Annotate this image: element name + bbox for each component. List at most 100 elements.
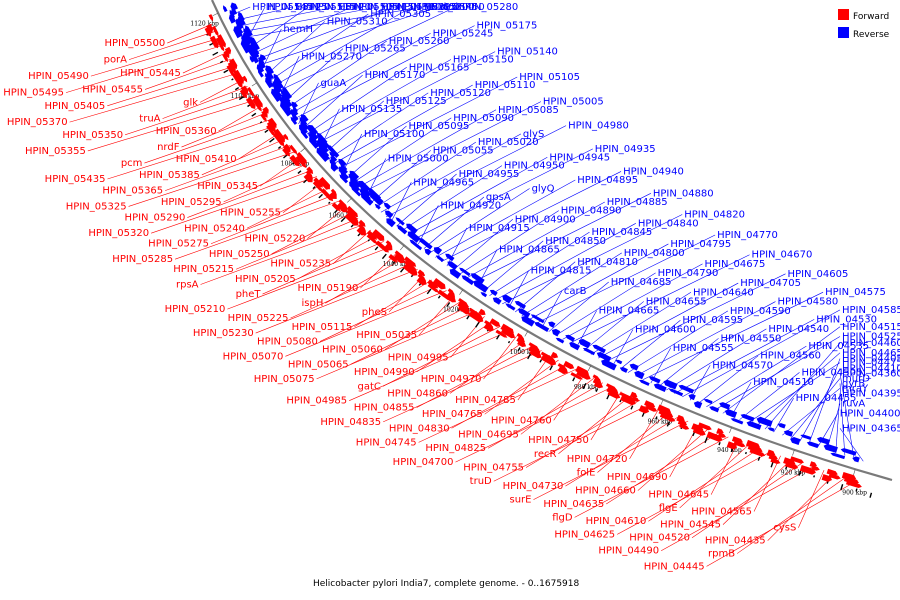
reverse-gene-arrow (281, 94, 293, 108)
reverse-gene-arrow (459, 267, 471, 277)
forward-gene-arrow (606, 383, 617, 390)
label-leader-line (590, 292, 692, 355)
kbp-tick-label: 1060 kbp (329, 212, 358, 219)
label-leader-line (290, 33, 431, 114)
label-leader-line (451, 364, 568, 429)
reverse-gene-label: HPIN_04945 (549, 152, 610, 163)
forward-gene-arrow (346, 205, 358, 218)
kbp-tick (729, 427, 732, 434)
label-leader-line (90, 37, 220, 77)
label-leader-line (290, 263, 411, 319)
gc-dot (426, 288, 432, 295)
reverse-gene-arrow (291, 101, 298, 109)
reverse-gene-label: HPIN_05450 (424, 2, 485, 13)
reverse-gene-arrow (663, 379, 678, 390)
forward-gene-label: HPIN_05255 (220, 208, 281, 219)
reverse-gene-label: HPIN_04555 (673, 343, 734, 354)
forward-gene-label: truD (470, 476, 492, 487)
gc-dot (350, 224, 354, 228)
forward-gene-arrow (233, 69, 244, 84)
forward-gene-label: HPIN_04970 (421, 374, 482, 385)
forward-gene-label: HPIN_04830 (389, 423, 450, 434)
genome-caption: Helicobacter pylori India7, complete gen… (313, 579, 580, 589)
forward-gene-arrow (366, 234, 378, 244)
reverse-gene-label: HPIN_04810 (577, 257, 638, 268)
forward-gene-arrow (540, 351, 555, 361)
forward-gene-label: HPIN_05035 (356, 330, 417, 341)
forward-gene-arrow (540, 354, 557, 366)
label-leader-line (605, 273, 786, 363)
gc-dot (785, 466, 788, 470)
reverse-gene-arrow (634, 370, 645, 380)
label-leader-line (635, 301, 776, 377)
forward-gene-arrow (563, 360, 575, 370)
label-leader-line (722, 459, 792, 525)
reverse-gene-arrow (615, 359, 623, 365)
reverse-gene-label: HPIN_04605 (788, 269, 849, 280)
label-leader-line (764, 342, 841, 430)
gc-dot (539, 359, 543, 363)
reverse-gene-arrow (309, 137, 320, 149)
forward-gene-arrow (402, 263, 418, 276)
gc-dot (507, 340, 511, 344)
label-leader-line (182, 51, 228, 74)
forward-gene-label: HPIN_05240 (184, 223, 245, 234)
label-leader-line (612, 329, 634, 366)
label-leader-line (637, 428, 709, 491)
forward-gene-arrow (289, 154, 300, 167)
label-leader-line (107, 125, 276, 180)
reverse-gene-arrow (424, 249, 432, 256)
label-leader-line (435, 179, 576, 258)
kbp-tick-label: 940 kbp (717, 447, 742, 454)
label-leader-line (502, 214, 683, 305)
reverse-gene-arrow (746, 421, 762, 430)
forward-gene-label: flgD (552, 512, 573, 523)
reverse-gene-arrow (582, 348, 596, 356)
reverse-gene-arrow (272, 81, 283, 94)
forward-gene-label: flgE (659, 503, 678, 514)
forward-gene-arrow (240, 85, 249, 95)
forward-gene-label: surE (509, 495, 531, 506)
reverse-gene-arrow (447, 261, 458, 271)
forward-gene-arrow (620, 394, 636, 406)
reverse-gene-arrow (273, 73, 283, 85)
gc-dot (446, 302, 451, 308)
reverse-gene-label: glyS (523, 129, 544, 140)
forward-gene-label: HPIN_05210 (165, 304, 226, 315)
gc-dot (238, 95, 245, 101)
forward-gene-arrow (273, 128, 285, 143)
label-leader-line (541, 290, 563, 328)
reverse-gene-label: HPIN_05175 (477, 21, 538, 32)
reverse-gene-arrow (329, 159, 337, 167)
reverse-gene-arrow (316, 148, 330, 162)
gc-dot (251, 112, 257, 117)
reverse-gene-label: HPIN_05095 (409, 121, 470, 132)
label-leader-line (125, 92, 252, 136)
label-leader-line (562, 263, 703, 340)
label-leader-line (181, 112, 266, 148)
label-leader-line (799, 368, 841, 442)
forward-gene-arrow (303, 172, 313, 183)
forward-gene-arrow (356, 226, 366, 236)
reverse-gene-arrow (264, 72, 273, 83)
label-leader-line (839, 428, 864, 462)
label-leader-line (620, 320, 681, 370)
gc-dot (400, 267, 405, 273)
reverse-gene-label: HPIN_05515 (295, 2, 356, 13)
forward-gene-arrow (266, 121, 276, 133)
label-leader-line (528, 243, 669, 321)
reverse-gene-label: HPIN_05105 (519, 72, 580, 83)
reverse-gene-arrow (592, 344, 606, 354)
forward-gene-arrow (416, 276, 427, 286)
reverse-gene-label: HPIN_05090 (453, 113, 514, 124)
reverse-gene-arrow (418, 238, 433, 250)
reverse-gene-arrow (470, 273, 485, 285)
label-leader-line (401, 165, 503, 231)
label-leader-line (332, 229, 371, 264)
label-leader-line (261, 28, 282, 72)
reverse-gene-arrow (338, 166, 348, 176)
forward-gene-label: HPIN_05080 (257, 337, 318, 348)
kbp-tick-label: 900 kbp (842, 489, 867, 496)
label-leader-line (323, 100, 384, 155)
forward-gene-label: HPIN_05290 (125, 213, 186, 224)
